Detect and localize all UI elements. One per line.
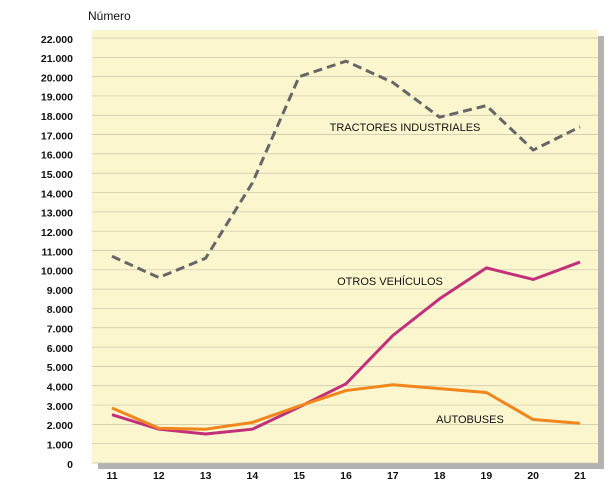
x-tick-label: 13 (200, 470, 212, 482)
y-tick-label: 21.000 (41, 53, 73, 65)
series-line (111, 260, 581, 436)
series-label: TRACTORES INDUSTRIALES (330, 122, 481, 134)
y-tick-label: 6.000 (47, 343, 73, 355)
x-tick-label: 15 (293, 470, 305, 482)
x-tick-label: 17 (387, 470, 399, 482)
y-tick-label: 15.000 (41, 169, 73, 181)
y-tick-label: 22.000 (41, 34, 73, 46)
y-tick-label: 16.000 (41, 150, 73, 162)
plot-area (92, 30, 598, 463)
x-tick-label: 19 (481, 470, 493, 482)
x-tick-label: 16 (340, 470, 352, 482)
y-tick-label: 11.000 (41, 246, 73, 258)
y-tick-label: 19.000 (41, 92, 73, 104)
x-tick-label: 12 (153, 470, 165, 482)
y-tick-label: 20.000 (41, 72, 73, 84)
y-tick-label: 9.000 (47, 285, 73, 297)
y-tick-label: 17.000 (41, 130, 73, 142)
y-tick-label: 4.000 (47, 382, 73, 394)
y-axis-label: Número (88, 9, 131, 23)
y-tick-label: 7.000 (47, 324, 73, 336)
y-tick-label: 12.000 (41, 227, 73, 239)
y-tick-label: 8.000 (47, 304, 73, 316)
series-label: AUTOBUSES (436, 414, 504, 426)
y-tick-label: 0 (67, 459, 73, 471)
y-tick-label: 10.000 (41, 266, 73, 278)
series-label: OTROS VEHÍCULOS (337, 275, 443, 288)
series-line (111, 383, 581, 431)
x-tick-label: 14 (247, 470, 259, 482)
y-tick-label: 3.000 (47, 401, 73, 413)
series-line (111, 59, 581, 280)
x-tick-label: 11 (106, 470, 117, 482)
y-tick-label: 18.000 (41, 111, 73, 123)
y-tick-label: 13.000 (41, 208, 73, 220)
y-tick-label: 2.000 (47, 420, 73, 432)
x-tick-label: 18 (434, 470, 446, 482)
x-tick-label: 20 (527, 470, 539, 482)
x-tick-label: 21 (574, 470, 586, 482)
y-tick-label: 14.000 (41, 188, 73, 200)
y-tick-label: 5.000 (47, 362, 73, 374)
y-tick-label: 1.000 (47, 439, 73, 451)
